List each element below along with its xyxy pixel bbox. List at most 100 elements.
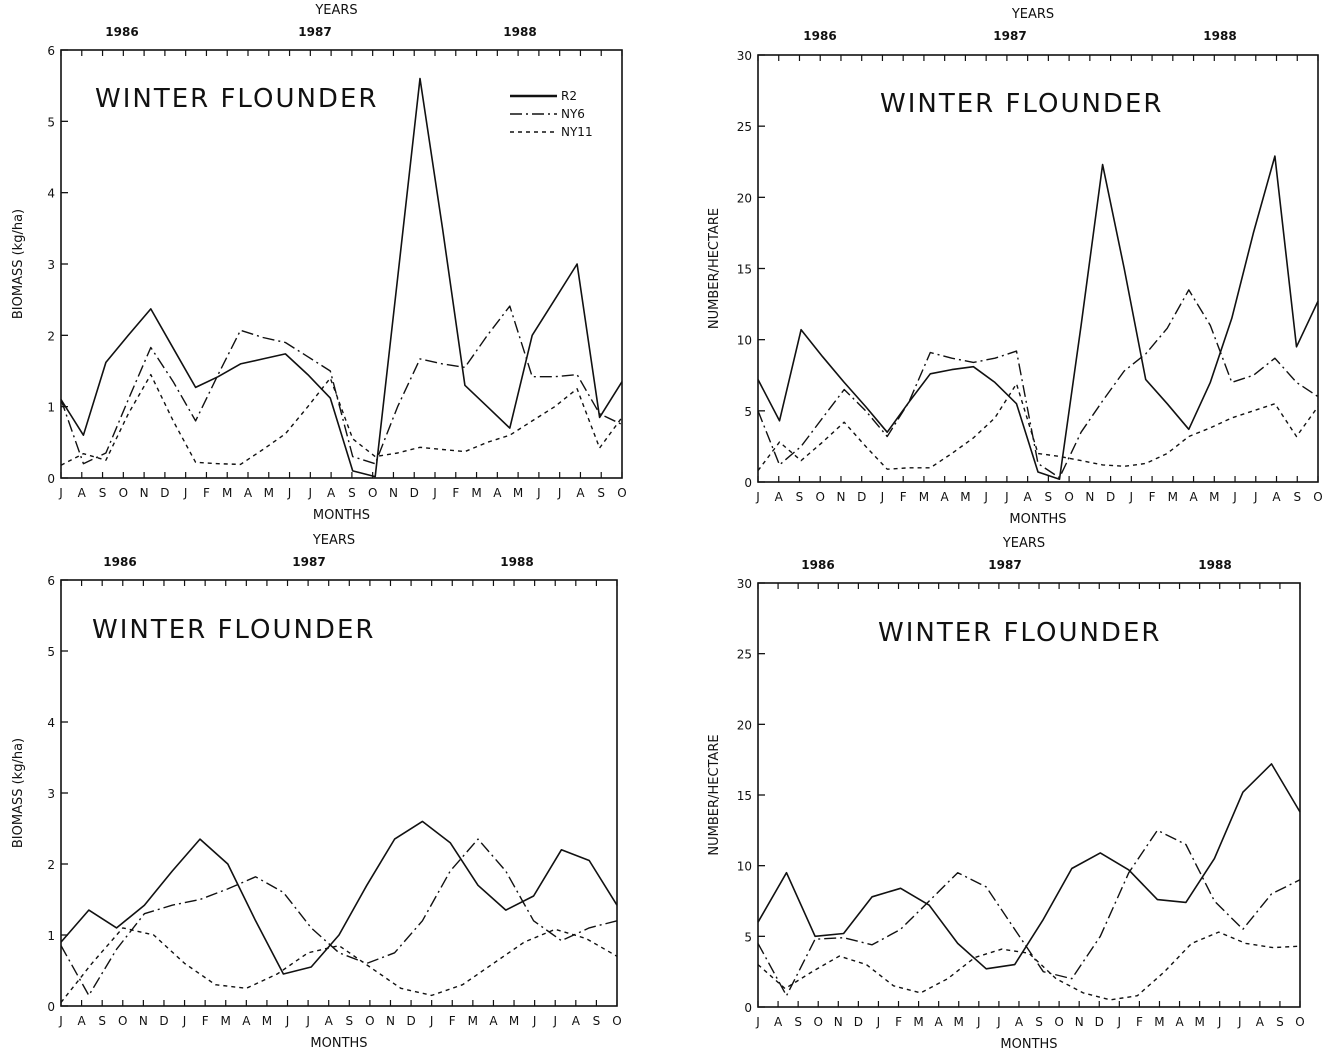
x-tick-label: J	[1232, 490, 1237, 504]
y-tick-label: 5	[744, 930, 752, 944]
y-tick-label: 25	[737, 120, 752, 134]
year-label: 1987	[988, 558, 1021, 572]
year-label: 1987	[292, 555, 325, 569]
x-tick-label: S	[593, 1014, 601, 1028]
x-tick-label: J	[880, 490, 885, 504]
x-tick-label: J	[182, 1014, 187, 1028]
x-tick-label: J	[532, 1014, 537, 1028]
x-tick-label: A	[935, 1015, 944, 1029]
chart-title: WINTER FLOUNDER	[95, 84, 378, 114]
x-tick-label: A	[576, 486, 585, 500]
x-tick-label: D	[1095, 1015, 1104, 1029]
x-tick-label: S	[794, 1015, 802, 1029]
y-tick-label: 2	[47, 329, 55, 343]
x-tick-label: J	[876, 1015, 881, 1029]
x-tick-label: M	[222, 486, 232, 500]
x-tick-label: M	[913, 1015, 923, 1029]
x-tick-label: J	[429, 1014, 434, 1028]
y-tick-label: 3	[47, 787, 55, 801]
series-line-dotted	[60, 927, 618, 1003]
x-tick-label: A	[244, 486, 253, 500]
x-tick-label: O	[815, 490, 824, 504]
y-tick-label: 15	[737, 263, 752, 277]
y-axis-label: NUMBER/HECTARE	[707, 734, 722, 855]
x-tick-label: D	[160, 486, 169, 500]
years-axis-label: YEARS	[1011, 7, 1054, 22]
years-axis-label: YEARS	[312, 533, 355, 548]
x-tick-label: M	[513, 486, 523, 500]
x-tick-label: N	[389, 486, 398, 500]
y-tick-label: 10	[737, 334, 752, 348]
x-tick-label: J	[557, 486, 562, 500]
chart-title: WINTER FLOUNDER	[880, 89, 1163, 119]
legend: R2 NY6 NY11	[510, 89, 593, 139]
x-tick-label: M	[1154, 1015, 1164, 1029]
x-tick-label: J	[536, 486, 541, 500]
y-tick-label: 30	[737, 577, 752, 591]
x-tick-label: M	[954, 1015, 964, 1029]
x-tick-label: S	[99, 486, 107, 500]
series-line-dashdot	[60, 838, 618, 997]
x-tick-label: A	[489, 1014, 498, 1028]
years-axis-label: YEARS	[314, 3, 357, 18]
x-tick-label: J	[1129, 490, 1134, 504]
series-line-solid	[757, 763, 1301, 970]
x-tick-label: A	[1256, 1015, 1265, 1029]
year-label: 1986	[103, 555, 136, 569]
y-tick-label: 30	[737, 49, 752, 63]
x-tick-label: M	[1194, 1015, 1204, 1029]
x-tick-label: N	[834, 1015, 843, 1029]
y-tick-label: 1	[47, 401, 55, 415]
x-tick-label: J	[287, 486, 292, 500]
y-tick-label: 20	[737, 191, 752, 205]
x-tick-label: A	[941, 490, 950, 504]
chart-title: WINTER FLOUNDER	[878, 618, 1161, 648]
x-tick-label: M	[264, 486, 274, 500]
x-tick-label: A	[1189, 490, 1198, 504]
x-tick-label: M	[960, 490, 970, 504]
x-tick-label: O	[1054, 1015, 1063, 1029]
x-tick-label: J	[996, 1015, 1001, 1029]
y-tick-label: 5	[744, 405, 752, 419]
series-line-dotted	[757, 931, 1301, 1001]
x-tick-label: O	[1313, 490, 1322, 504]
x-tick-label: D	[1106, 490, 1115, 504]
y-tick-label: 2	[47, 858, 55, 872]
x-tick-label: A	[325, 1014, 334, 1028]
x-tick-label: N	[386, 1014, 395, 1028]
x-tick-label: A	[1175, 1015, 1184, 1029]
year-label: 1988	[1198, 558, 1231, 572]
x-tick-label: F	[895, 1015, 902, 1029]
x-tick-label: O	[1064, 490, 1073, 504]
year-label: 1986	[801, 558, 834, 572]
y-tick-label: 3	[47, 258, 55, 272]
x-tick-label: A	[1024, 490, 1033, 504]
y-tick-label: 25	[737, 648, 752, 662]
y-tick-label: 15	[737, 789, 752, 803]
y-axis-label: NUMBER/HECTARE	[707, 208, 722, 329]
x-tick-label: O	[617, 486, 626, 500]
x-tick-label: J	[58, 1014, 63, 1028]
x-tick-label: S	[1293, 490, 1301, 504]
x-tick-label: M	[509, 1014, 519, 1028]
y-tick-label: 4	[47, 716, 55, 730]
x-tick-label: M	[262, 1014, 272, 1028]
x-tick-label: N	[836, 490, 845, 504]
series-line-dotted	[757, 383, 1319, 472]
x-tick-label: A	[775, 490, 784, 504]
x-tick-label: F	[452, 486, 459, 500]
x-tick-label: A	[572, 1014, 581, 1028]
y-axis-label: BIOMASS (kg/ha)	[11, 209, 26, 319]
x-tick-label: D	[410, 486, 419, 500]
x-tick-label: N	[139, 1014, 148, 1028]
x-tick-label: J	[308, 486, 313, 500]
series-line-r2	[60, 77, 623, 478]
year-label: 1986	[803, 29, 836, 43]
x-tick-label: S	[1276, 1015, 1284, 1029]
x-tick-label: F	[1136, 1015, 1143, 1029]
x-tick-label: A	[1015, 1015, 1024, 1029]
x-tick-label: O	[612, 1014, 621, 1028]
legend-label-ny11: NY11	[561, 125, 593, 139]
